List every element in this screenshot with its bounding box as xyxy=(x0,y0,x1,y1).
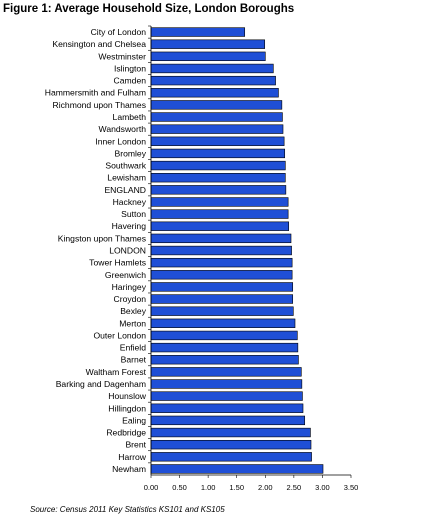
bar xyxy=(150,306,294,316)
category-label: Bexley xyxy=(120,306,146,316)
category-label: LONDON xyxy=(109,246,146,256)
x-tick-label: 2.50 xyxy=(287,483,302,492)
category-label: Lewisham xyxy=(107,173,146,183)
bar xyxy=(150,233,292,244)
category-label: Barnet xyxy=(121,355,147,365)
bar xyxy=(150,173,286,183)
category-label: Outer London xyxy=(93,330,146,340)
category-label: Wandsworth xyxy=(99,124,147,134)
bar xyxy=(150,88,279,98)
category-label: Southwark xyxy=(105,161,146,171)
bar xyxy=(150,427,311,438)
bar xyxy=(150,160,286,171)
bar xyxy=(150,75,276,86)
category-label: Haringey xyxy=(112,282,147,292)
category-label: Newham xyxy=(112,464,146,474)
bar xyxy=(150,39,266,49)
bar xyxy=(150,257,293,268)
category-label: Westminster xyxy=(98,51,146,61)
bar xyxy=(150,221,290,231)
x-tick-label: 0.00 xyxy=(144,483,159,492)
category-label: Hounslow xyxy=(108,391,147,401)
bar xyxy=(150,355,299,365)
bar xyxy=(150,330,298,341)
bar xyxy=(150,391,303,401)
category-label: Brent xyxy=(125,440,146,450)
source-note: Source: Census 2011 Key Statistics KS101… xyxy=(30,505,225,514)
category-label: Inner London xyxy=(95,136,146,146)
category-label: Kensington and Chelsea xyxy=(52,39,146,49)
bar xyxy=(150,452,312,462)
bar xyxy=(150,270,293,280)
category-label: Hammersmith and Fulham xyxy=(45,88,146,98)
bar xyxy=(150,439,312,450)
bar xyxy=(150,367,302,377)
x-tick-label: 3.00 xyxy=(315,483,330,492)
bar xyxy=(150,464,324,474)
bar xyxy=(150,27,246,37)
category-label: Enfield xyxy=(120,343,146,353)
category-label: Richmond upon Thames xyxy=(53,100,146,110)
bar xyxy=(150,403,304,413)
category-labels-group: City of London Kensington and Chelsea West… xyxy=(45,27,147,474)
category-label: ENGLAND xyxy=(104,185,146,195)
x-tick-label: 2.00 xyxy=(258,483,273,492)
category-label: Barking and Dagenham xyxy=(56,379,146,389)
category-label: Havering xyxy=(112,221,147,231)
bar xyxy=(150,245,292,256)
category-label: Camden xyxy=(114,76,147,86)
axes-group: 0.00 0.50 1.00 1.50 2.00 2.50 3.00 3.50 xyxy=(144,25,359,492)
category-label: Ealing xyxy=(122,415,146,425)
x-tick-label: 0.50 xyxy=(172,483,187,492)
category-label: Islington xyxy=(114,63,146,73)
category-label: Hackney xyxy=(113,197,147,207)
bar xyxy=(150,282,294,292)
category-label: Tower Hamlets xyxy=(89,258,146,268)
x-tick-label: 3.50 xyxy=(344,483,359,492)
bar xyxy=(150,51,266,62)
x-tick-label: 1.00 xyxy=(201,483,216,492)
category-label: Greenwich xyxy=(105,270,146,280)
category-label: Bromley xyxy=(114,148,146,158)
bar xyxy=(150,112,283,122)
bars-group xyxy=(150,27,324,474)
bar xyxy=(150,209,289,219)
bar xyxy=(150,379,303,389)
category-label: Redbridge xyxy=(106,428,146,438)
bar xyxy=(150,148,286,159)
category-label: City of London xyxy=(91,27,147,37)
category-label: Sutton xyxy=(121,209,146,219)
bar xyxy=(150,318,296,328)
bar xyxy=(150,294,294,304)
category-label: Merton xyxy=(119,318,146,328)
bar xyxy=(150,124,284,134)
category-label: Croydon xyxy=(114,294,147,304)
bar xyxy=(150,185,287,195)
bar xyxy=(150,197,289,207)
bar xyxy=(150,100,283,110)
bar xyxy=(150,136,285,146)
category-label: Hillingdon xyxy=(108,403,146,413)
category-label: Harrow xyxy=(118,452,146,462)
x-tick-label: 1.50 xyxy=(229,483,244,492)
category-label: Kingston upon Thames xyxy=(58,233,146,243)
category-label: Waltham Forest xyxy=(86,367,147,377)
category-label: Lambeth xyxy=(113,112,147,122)
bar xyxy=(150,342,299,353)
chart-title: Figure 1: Average Household Size, London… xyxy=(3,3,295,15)
bar xyxy=(150,63,274,74)
bar xyxy=(150,415,306,426)
